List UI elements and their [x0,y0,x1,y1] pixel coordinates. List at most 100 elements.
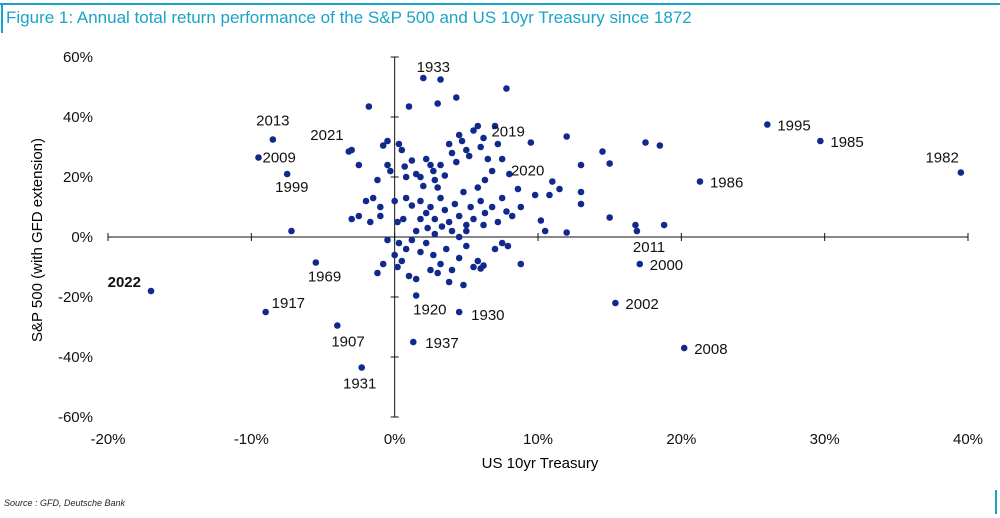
data-point [460,281,467,289]
data-point [508,212,516,220]
data-point [422,209,430,217]
data-point [470,127,477,134]
data-point [577,161,585,169]
labeled-data-point [764,121,771,128]
data-point [480,221,487,229]
labeled-data-point [612,299,619,307]
data-point [504,242,512,250]
data-point [412,227,420,235]
point-label: 2022 [108,274,141,291]
x-tick-label: 10% [523,431,553,448]
data-point [387,167,394,175]
data-point [379,142,387,149]
data-point [577,200,585,208]
data-point [417,248,424,256]
point-label: 1907 [331,334,364,351]
x-tick-label: 20% [666,431,696,448]
data-point [453,158,460,166]
data-point [448,149,456,157]
data-point [537,217,545,224]
data-point [474,122,482,130]
data-point [374,176,381,184]
point-label: 1982 [925,150,958,167]
labeled-data-point [262,308,269,316]
data-point [494,140,502,148]
data-point [488,167,496,175]
labeled-data-point [817,137,824,145]
data-point [395,140,403,148]
labeled-data-point [269,136,277,143]
data-point [463,146,470,154]
data-point [395,239,403,247]
y-tick-label: 40% [63,109,93,126]
data-point [362,197,370,205]
labeled-data-point [412,292,420,299]
labeled-data-point [283,170,291,178]
data-point [484,155,492,163]
labeled-data-point [636,260,644,268]
data-point [394,263,401,271]
data-points [147,74,965,371]
data-point [384,161,391,169]
data-point [642,139,649,146]
data-point [577,188,585,196]
data-point [480,134,487,142]
data-point [451,200,459,208]
data-point [467,203,474,211]
data-point [488,203,496,211]
point-label: 1937 [425,335,458,352]
data-point [660,221,668,229]
data-point [606,160,613,167]
data-point [417,215,424,223]
y-tick-label: -40% [58,349,93,366]
x-axis-label: US 10yr Treasury [482,455,599,472]
point-label: 1969 [308,269,341,286]
data-point [408,236,416,244]
figure-title: Figure 1: Annual total return performanc… [6,8,692,27]
x-tick-label: 30% [810,431,840,448]
point-label: 1931 [343,376,376,393]
data-point [422,239,430,247]
data-point [455,233,463,241]
data-point [455,254,463,262]
data-point [465,152,473,160]
y-tick-label: -60% [58,409,93,426]
data-point [463,221,470,229]
data-point [394,218,401,226]
data-point [417,197,424,205]
corner-marker [995,490,997,514]
data-point [599,148,606,155]
data-point [437,194,444,202]
y-tick-label: 0% [71,229,93,246]
data-point [355,161,363,169]
y-axis-label: S&P 500 (with GFD extension) [29,138,46,342]
x-tick-label: -20% [90,431,125,448]
data-point [448,266,456,274]
data-point [398,257,406,265]
y-tick-label: 20% [63,169,93,186]
data-point [474,184,482,191]
data-point [632,221,639,229]
point-label: 2013 [256,113,289,130]
data-point [408,202,416,209]
data-point [430,251,437,259]
title-left-rule [1,3,3,33]
labeled-data-point [334,322,341,329]
data-point [445,218,453,226]
data-point [398,146,406,154]
data-point [481,209,489,217]
data-point [377,212,384,220]
data-point [417,173,424,181]
data-point [442,245,450,253]
y-tick-label: 60% [63,49,93,66]
data-point [402,245,410,253]
data-point [402,173,410,181]
point-label: 2011 [633,239,665,256]
data-point [438,223,446,230]
data-point [391,251,398,259]
data-point [541,227,549,235]
data-point [481,176,489,184]
data-point [470,215,477,223]
data-point [563,133,570,140]
data-point [348,215,355,223]
